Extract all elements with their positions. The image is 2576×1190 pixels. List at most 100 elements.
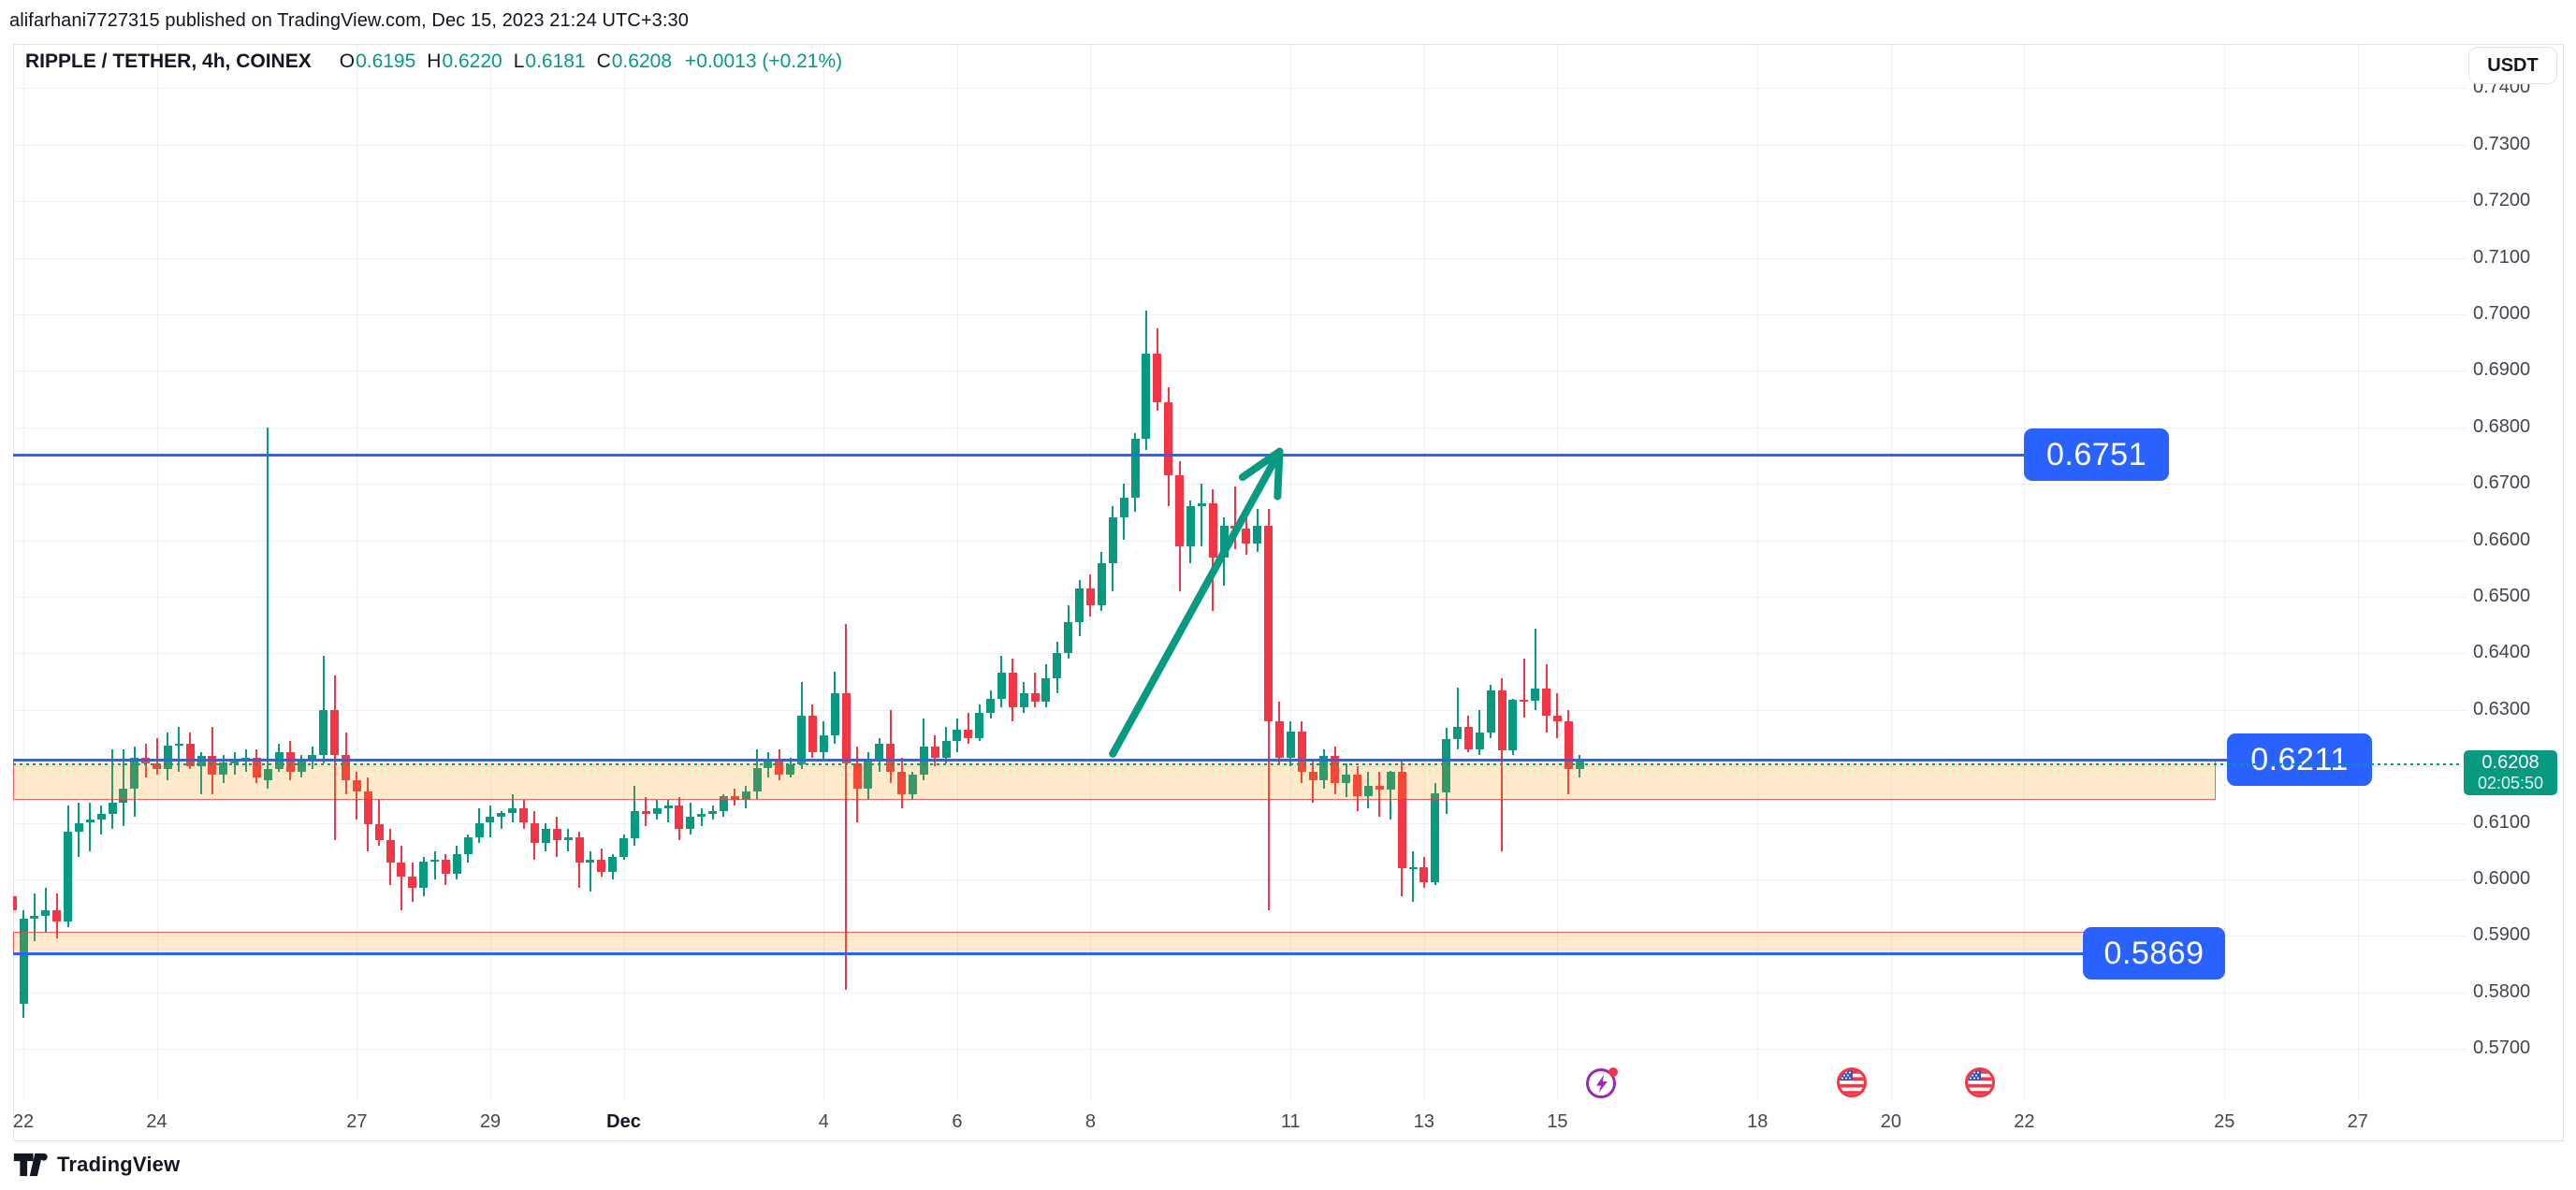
candle-body (452, 853, 461, 874)
candle-body (1520, 699, 1529, 703)
candle-body (174, 743, 183, 747)
price-axis-tick[interactable]: 0.6900 (2473, 359, 2531, 381)
time-axis-tick[interactable]: 11 (1280, 1111, 1301, 1132)
price-axis-tick[interactable]: 0.6700 (2473, 472, 2531, 494)
candle-wick (589, 850, 591, 892)
candle-body (663, 805, 673, 809)
candle-body (641, 811, 650, 815)
price-axis-tick[interactable]: 0.6400 (2473, 642, 2531, 663)
candle-body (1408, 866, 1418, 870)
time-axis-tick[interactable]: 4 (818, 1111, 829, 1132)
candle-body (619, 838, 629, 857)
candle-body (1286, 731, 1295, 759)
price-axis-tick[interactable]: 0.7100 (2473, 246, 2531, 268)
tradingview-attribution[interactable]: TradingView (13, 1152, 180, 1178)
candle-body (964, 729, 973, 738)
price-axis-tick[interactable]: 0.6500 (2473, 585, 2531, 606)
candle-body (297, 761, 306, 773)
flash-event-icon[interactable] (1584, 1065, 1620, 1100)
candle-body (1186, 506, 1195, 546)
price-axis-tick[interactable]: 0.6800 (2473, 415, 2531, 437)
symbol-legend[interactable]: RIPPLE / TETHER, 4h, COINEX O 0.6195 H 0.6… (25, 51, 842, 73)
candle-body (1375, 786, 1384, 791)
candle-body (1342, 775, 1351, 784)
price-axis-tick[interactable]: 0.7300 (2473, 133, 2531, 154)
price-axis-tick[interactable]: 0.6300 (2473, 698, 2531, 719)
candle-body (930, 746, 939, 759)
candle-body (252, 758, 261, 778)
candle-body (219, 762, 228, 776)
time-axis-tick[interactable]: 22 (2014, 1111, 2035, 1132)
candle-body (1153, 354, 1162, 402)
currency-toggle-button[interactable]: USDT (2468, 47, 2557, 84)
candle-body (519, 808, 529, 823)
candle-wick (400, 845, 402, 911)
candle-body (986, 698, 996, 713)
candle-body (1308, 772, 1317, 780)
horizontal-level-line[interactable] (13, 758, 2227, 762)
candle-body (997, 673, 1006, 699)
candle-body (886, 743, 895, 773)
candle-body (41, 910, 51, 917)
candle-body (1331, 756, 1340, 784)
candle-body (1453, 726, 1463, 740)
candle-body (1219, 526, 1229, 558)
us-economic-event-icon[interactable] (1834, 1065, 1870, 1100)
candle-wick (667, 800, 670, 823)
candle-wick (356, 772, 358, 820)
price-axis-tick[interactable]: 0.7200 (2473, 190, 2531, 211)
time-axis-tick[interactable]: 20 (1880, 1111, 1901, 1132)
candle-body (208, 756, 217, 776)
time-axis-tick[interactable]: 25 (2214, 1111, 2235, 1132)
candle-body (13, 896, 17, 911)
time-axis-tick[interactable]: 8 (1084, 1111, 1097, 1132)
candle-wick (1390, 770, 1392, 820)
candle-wick (1034, 673, 1037, 707)
candle-body (85, 820, 95, 823)
horizontal-level-line[interactable] (13, 951, 2083, 955)
time-axis-tick[interactable]: 24 (146, 1111, 167, 1132)
price-axis-tick[interactable]: 0.5900 (2473, 924, 2531, 946)
time-axis-tick[interactable]: 27 (346, 1111, 368, 1132)
price-axis-tick[interactable]: 0.5700 (2473, 1038, 2531, 1059)
price-axis-tick[interactable]: 0.5800 (2473, 980, 2531, 1002)
candle-body (230, 761, 240, 763)
candle-body (1130, 438, 1140, 499)
price-axis-tick[interactable]: 0.7000 (2473, 302, 2531, 324)
candle-body (1197, 503, 1206, 507)
time-axis-tick[interactable]: Dec (606, 1111, 641, 1132)
time-axis-tick[interactable]: 18 (1747, 1111, 1768, 1132)
candle-body (819, 734, 828, 752)
candle-body (752, 767, 762, 792)
horizontal-level-line[interactable] (13, 453, 2024, 457)
candle-wick (567, 828, 570, 851)
time-axis-tick[interactable]: 27 (2347, 1111, 2368, 1132)
us-economic-event-icon[interactable] (1962, 1065, 1998, 1100)
time-axis-tick[interactable]: 29 (479, 1111, 502, 1132)
candle-wick (1478, 709, 1481, 755)
time-axis-tick[interactable]: 15 (1547, 1111, 1568, 1132)
price-axis-tick[interactable]: 0.6600 (2473, 529, 2531, 550)
price-axis-tick[interactable]: 0.6000 (2473, 867, 2531, 889)
candle-body (953, 729, 962, 741)
candle-body (1486, 689, 1495, 733)
candle-body (1508, 699, 1518, 751)
candle-body (1274, 720, 1284, 759)
tradingview-wordmark: TradingView (57, 1153, 181, 1176)
candle-body (941, 740, 951, 759)
candle-body (1064, 622, 1073, 654)
legend-high-label: H (427, 51, 442, 72)
time-axis-tick[interactable]: 6 (952, 1111, 963, 1132)
candle-body (1208, 503, 1217, 558)
price-axis-tick[interactable]: 0.6100 (2473, 811, 2531, 833)
candle-wick (178, 726, 181, 773)
price-zone-rectangle[interactable] (13, 932, 2216, 953)
time-axis-tick[interactable]: 22 (12, 1111, 35, 1132)
candle-body (386, 839, 395, 863)
candle-wick (1412, 850, 1414, 903)
candle-wick (700, 808, 703, 826)
candle-body (52, 910, 62, 922)
candle-wick (267, 427, 269, 790)
time-axis-tick[interactable]: 13 (1413, 1111, 1434, 1132)
price-zone-rectangle[interactable] (13, 760, 2216, 800)
